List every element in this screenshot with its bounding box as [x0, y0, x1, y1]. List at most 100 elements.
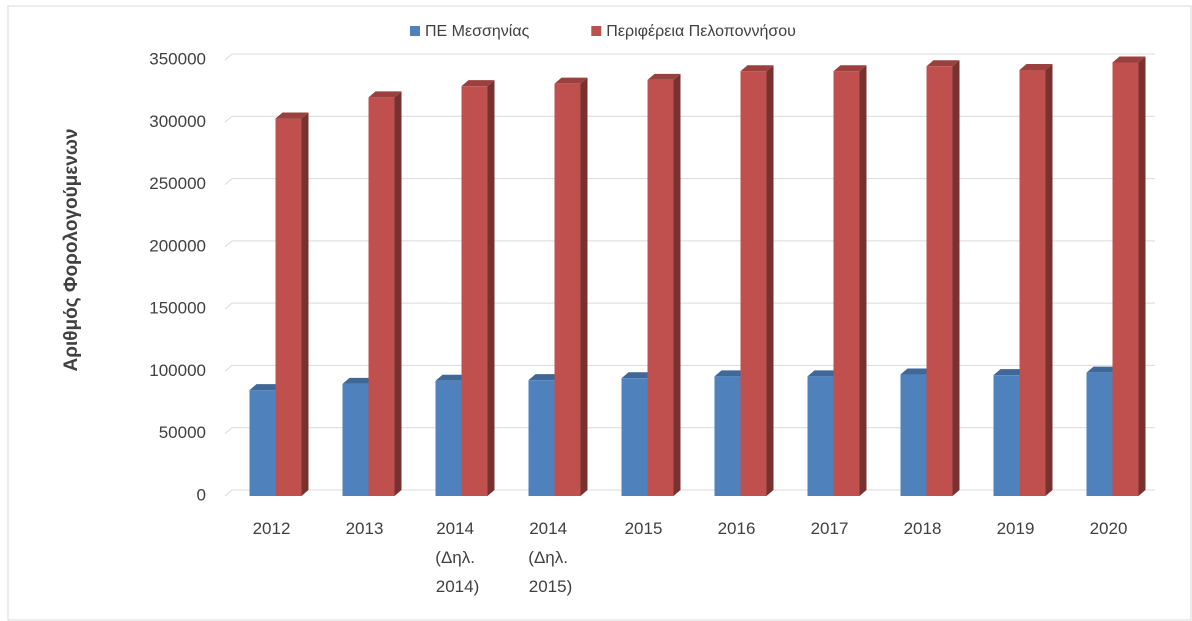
bar-top — [435, 374, 469, 381]
bar-front — [621, 378, 648, 496]
y-tick-label: 300000 — [149, 112, 206, 131]
bar-top — [926, 60, 960, 67]
bar-top — [1086, 366, 1120, 373]
x-tick-label: 2014 (Δηλ. 2015) — [528, 519, 572, 596]
bar-front — [647, 79, 674, 496]
bar — [740, 65, 774, 496]
bar-side — [1138, 56, 1146, 497]
bar-top — [647, 73, 681, 80]
grid-line-floor — [224, 178, 233, 185]
bar-side — [301, 112, 309, 496]
bar-top — [1019, 63, 1053, 70]
bar-front — [528, 380, 555, 496]
bar — [1112, 56, 1146, 497]
bar-front — [900, 374, 927, 496]
x-tick-label-line: 2013 — [346, 519, 384, 538]
y-tick-label: 200000 — [149, 236, 206, 255]
x-tick-label: 2013 — [346, 519, 384, 538]
legend-label: ΠΕ Μεσσηνίας — [425, 23, 530, 40]
x-tick-label-line: (Δηλ. — [528, 548, 572, 567]
y-tick-label: 100000 — [149, 361, 206, 380]
bar-front — [249, 390, 276, 496]
x-tick-label-line: 2016 — [718, 519, 756, 538]
x-tick-label-line: (Δηλ. — [435, 548, 479, 567]
bar-top — [368, 91, 402, 98]
bar-front — [926, 66, 953, 496]
bar — [833, 65, 867, 496]
bar — [1019, 63, 1053, 497]
x-tick-label: 2015 — [625, 519, 663, 538]
grid-line-floor — [224, 240, 233, 248]
x-tick-label-line: 2020 — [1090, 519, 1128, 538]
y-tick-label: 150000 — [149, 299, 206, 318]
x-tick-label: 2018 — [904, 519, 942, 538]
y-tick-label: 50000 — [159, 423, 206, 442]
x-tick-label: 2012 — [253, 519, 291, 538]
bar — [368, 91, 402, 496]
bar-top — [249, 384, 283, 391]
bar — [275, 112, 309, 496]
bar-side — [487, 80, 495, 496]
bar-front — [275, 118, 302, 496]
bar-front — [714, 376, 741, 496]
bar-side — [673, 73, 681, 496]
bar-top — [1112, 56, 1146, 63]
x-tick-label-line: 2014) — [436, 577, 479, 596]
grid-line-floor — [224, 53, 233, 61]
bar — [647, 73, 681, 496]
bar-front — [554, 83, 581, 496]
grid-line-floor — [224, 427, 233, 435]
bar-front — [1112, 62, 1139, 497]
grid-line-floor — [224, 115, 233, 123]
grid-line-floor — [224, 489, 233, 497]
bar-front — [368, 97, 395, 496]
legend-swatch — [410, 26, 420, 36]
bar-front — [435, 380, 462, 496]
bar-front — [461, 86, 488, 496]
x-tick-label: 2019 — [997, 519, 1035, 538]
bar-top — [740, 65, 774, 72]
bar-side — [394, 91, 402, 496]
legend-swatch — [591, 26, 602, 36]
y-tick-label: 250000 — [149, 174, 206, 193]
bar-side — [859, 65, 867, 496]
x-tick-label-line: 2014 — [436, 519, 479, 538]
bar-top — [621, 372, 655, 379]
chart-frame — [7, 5, 1192, 621]
bar-front — [740, 71, 767, 496]
bar-top — [714, 370, 748, 377]
x-tick-label: 2016 — [718, 519, 756, 538]
legend-label: Περιφέρεια Πελοποννήσου — [606, 23, 796, 40]
bar-side — [952, 60, 960, 496]
bar-top — [554, 77, 588, 84]
bar-front — [833, 71, 860, 496]
bar-side — [1045, 63, 1053, 497]
x-tick-label-line: 2018 — [904, 519, 942, 538]
bar-top — [275, 112, 309, 119]
grid-line-floor — [224, 302, 233, 310]
bar-top — [833, 65, 867, 72]
grid-line-floor — [224, 365, 233, 372]
x-tick-label: 2014 (Δηλ. 2014) — [435, 519, 479, 596]
x-tick-label-line: 2014 — [529, 519, 572, 538]
y-tick-label: 350000 — [149, 49, 206, 68]
x-tick-label-line: 2019 — [997, 519, 1035, 538]
x-tick-label: 2020 — [1090, 519, 1128, 538]
bar-front — [342, 383, 369, 496]
bar-front — [993, 375, 1020, 496]
bar — [554, 77, 588, 496]
bar-top — [807, 370, 841, 377]
bar — [926, 60, 960, 496]
bar-top — [461, 80, 495, 87]
bar-side — [766, 65, 774, 496]
x-tick-label-line: 2015 — [625, 519, 663, 538]
x-tick-label-line: 2012 — [253, 519, 291, 538]
bar-side — [580, 77, 588, 496]
bar-top — [528, 374, 562, 381]
bar-front — [1019, 69, 1046, 497]
bar-top — [900, 368, 934, 375]
bar-top — [993, 369, 1027, 376]
y-tick-label: 0 — [197, 485, 206, 504]
x-tick-label: 2017 — [811, 519, 849, 538]
